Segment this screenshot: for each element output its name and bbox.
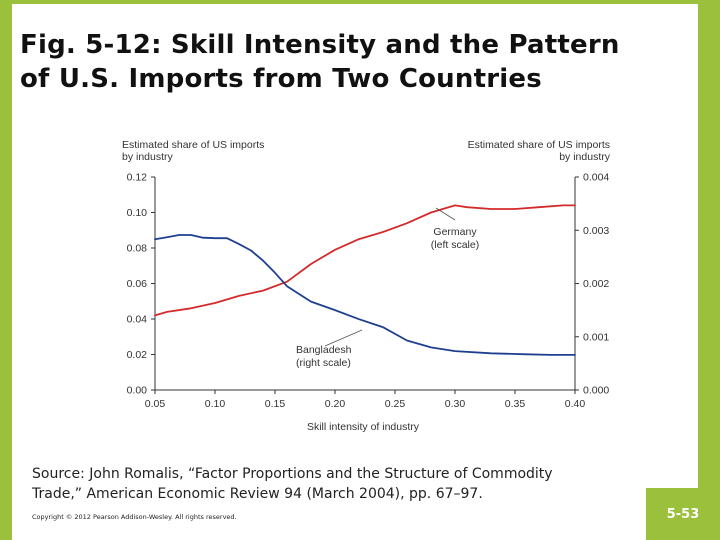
slide-canvas (12, 4, 698, 540)
right-tick-label: 0.004 (583, 172, 609, 184)
germany-annotation-line-1: Germany (433, 226, 477, 238)
slide-title: Fig. 5-12: Skill Intensity and the Patte… (20, 28, 690, 96)
right-tick-label: 0.000 (583, 385, 609, 397)
x-tick-label: 0.30 (445, 398, 466, 410)
x-tick-label: 0.35 (505, 398, 526, 410)
left-tick-label: 0.02 (127, 349, 148, 361)
chart-series (154, 204, 576, 356)
import-share-chart: Estimated share of US imports by industr… (122, 139, 611, 433)
germany-annotation-line-2: (left scale) (431, 239, 479, 251)
slide-border-left (0, 0, 12, 540)
right-tick-label: 0.002 (583, 278, 609, 290)
slide-title-line-1: Fig. 5-12: Skill Intensity and the Patte… (20, 30, 620, 60)
slide-border-top (0, 0, 720, 4)
slide-title-line-2: of U.S. Imports from Two Countries (20, 64, 542, 94)
slide-number-badge: 5-53 (646, 488, 720, 540)
slide-number: 5-53 (666, 506, 700, 522)
source-citation: Source: John Romalis, “Factor Proportion… (32, 464, 652, 504)
slide-border-right (698, 0, 720, 540)
copyright-notice: Copyright © 2012 Pearson Addison-Wesley.… (32, 513, 237, 521)
x-tick-label: 0.40 (565, 398, 586, 410)
x-tick-label: 0.15 (265, 398, 286, 410)
left-axis-label-line-1: Estimated share of US imports (122, 139, 264, 151)
left-tick-label: 0.00 (127, 385, 148, 397)
right-axis-label-line-1: Estimated share of US imports (468, 139, 610, 151)
right-axis-label-line-2: by industry (559, 151, 611, 163)
x-tick-label: 0.05 (145, 398, 166, 410)
right-tick-label: 0.003 (583, 225, 609, 237)
left-axis-label-line-2: by industry (122, 151, 174, 163)
bangladesh-series-line (154, 234, 576, 356)
source-citation-line-2: Trade,” American Economic Review 94 (Mar… (32, 486, 483, 502)
x-axis-label: Skill intensity of industry (307, 421, 420, 433)
x-tick-label: 0.25 (385, 398, 406, 410)
bangladesh-leader-line (324, 329, 363, 347)
germany-series-line (154, 204, 576, 317)
right-tick-label: 0.001 (583, 331, 609, 343)
left-tick-label: 0.08 (127, 243, 148, 255)
germany-leader-line (435, 207, 456, 221)
left-tick-label: 0.10 (127, 207, 148, 219)
bangladesh-annotation-line-1: Bangladesh (296, 344, 352, 356)
x-tick-label: 0.20 (325, 398, 346, 410)
bangladesh-annotation-line-2: (right scale) (296, 357, 351, 369)
x-tick-label: 0.10 (205, 398, 226, 410)
left-tick-label: 0.12 (127, 172, 148, 184)
left-tick-label: 0.06 (127, 278, 148, 290)
source-citation-line-1: Source: John Romalis, “Factor Proportion… (32, 466, 553, 482)
left-tick-label: 0.04 (127, 314, 148, 326)
